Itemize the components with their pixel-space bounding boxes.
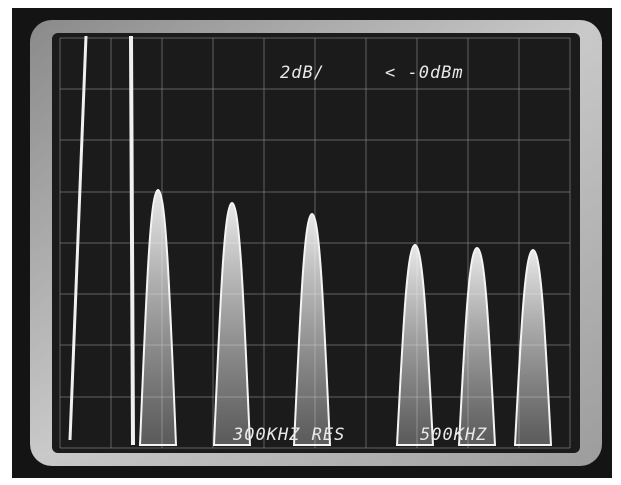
reference-readout: < -0dBm bbox=[385, 63, 464, 83]
page: {"screen": {"readouts": {"scale": "2dB/"… bbox=[0, 0, 621, 485]
span-readout: 500KHZ bbox=[420, 425, 487, 445]
scale-readout: 2dB/ bbox=[280, 63, 325, 83]
photo: 2dB/ < -0dBm 300KHZ RES 500KHZ bbox=[0, 0, 621, 485]
resolution-readout: 300KHZ RES bbox=[232, 425, 345, 445]
